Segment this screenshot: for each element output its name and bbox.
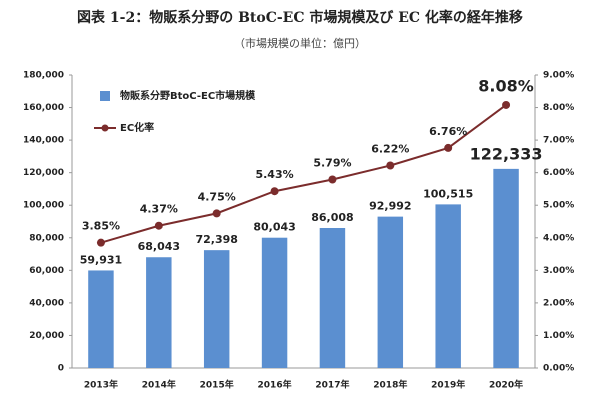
line-point [154,221,163,230]
bar [493,168,519,368]
y-tick-label: 100,000 [23,201,64,211]
y2-tick-label: 0.00% [543,364,574,374]
legend-swatch [101,124,109,132]
x-tick-label: 2020年 [489,379,523,391]
line-label: 6.22% [371,143,409,156]
line-label: 5.79% [313,157,351,170]
bar-label: 68,043 [138,240,180,253]
y2-tick-label: 9.00% [543,71,574,81]
bar [261,237,288,368]
bar [319,227,346,368]
y-tick-label: 40,000 [29,298,64,308]
x-tick-label: 2014年 [142,379,176,391]
y2-tick-label: 4.00% [543,233,574,243]
line-point [270,187,279,196]
line-label: 6.76% [429,125,467,138]
bar-label: 122,333 [470,144,543,163]
x-tick-label: 2016年 [258,379,292,391]
bar [435,204,461,368]
y-tick-label: 160,000 [23,103,64,113]
chart-subtitle: （市場規模の単位：億円） [234,36,366,50]
bar-label: 80,043 [253,221,295,234]
bar [88,270,114,368]
legend-label: EC化率 [120,121,154,134]
bar-label: 72,398 [195,233,237,246]
line-point [386,161,395,170]
bar-label: 92,992 [369,200,411,213]
y2-tick-label: 5.00% [543,201,574,211]
x-tick-label: 2015年 [200,379,234,391]
line-label: 4.75% [198,190,236,203]
y2-tick-label: 8.00% [543,103,574,113]
x-tick-label: 2017年 [315,379,349,391]
y-tick-label: 60,000 [29,266,64,276]
x-tick-label: 2018年 [373,379,407,391]
line-label: 8.08% [478,76,534,95]
y2-tick-label: 7.00% [543,136,574,146]
line-label: 4.37% [140,203,178,216]
y2-tick-label: 6.00% [543,168,574,178]
bar [146,257,172,368]
bar [377,216,404,368]
legend-swatch [100,91,110,101]
bar-label: 100,515 [423,187,473,200]
legend-label: 物販系分野BtoC-EC市場規模 [120,89,256,102]
line [100,104,507,244]
line-label: 5.43% [255,168,293,181]
line-point [502,100,511,109]
y-tick-label: 0 [58,364,64,374]
y-tick-label: 180,000 [23,71,64,81]
y2-tick-label: 3.00% [543,266,574,276]
x-tick-label: 2019年 [431,379,465,391]
line-point [212,209,221,218]
y2-tick-label: 2.00% [543,298,574,308]
bar-label: 59,931 [80,253,122,266]
line-point [96,238,105,247]
y-tick-label: 80,000 [29,233,64,243]
chart-title: 図表 1-2：物販系分野の BtoC-EC 市場規模及び EC 化率の経年推移 [77,9,523,26]
y-tick-label: 120,000 [23,168,64,178]
line-point [444,143,453,152]
y2-tick-label: 1.00% [543,331,574,341]
x-tick-label: 2013年 [84,379,118,391]
bar-label: 86,008 [311,211,353,224]
line-label: 3.85% [82,220,120,233]
bar [203,250,230,368]
line-point [328,175,337,184]
y-tick-label: 20,000 [29,331,64,341]
y-tick-label: 140,000 [23,136,64,146]
